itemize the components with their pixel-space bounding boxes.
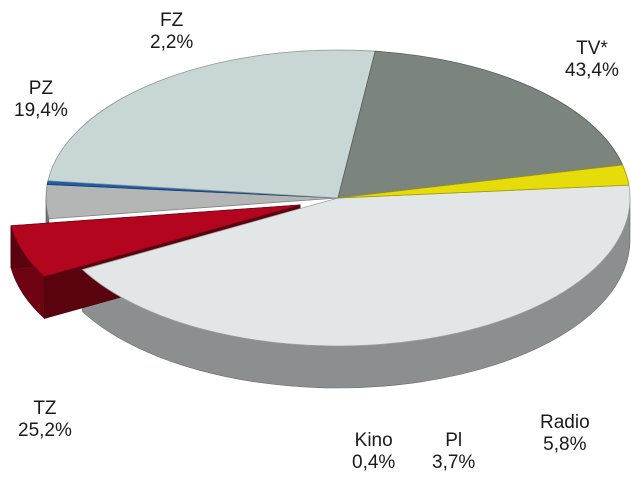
- label-radio-value: 5,8%: [543, 434, 587, 455]
- slice-top-fz: [337, 164, 630, 199]
- slice-top-pz: [337, 50, 624, 199]
- label-tz-value: 25,2%: [18, 420, 72, 441]
- label-kino-value: 0,4%: [352, 452, 396, 473]
- label-tz: TZ 25,2%: [18, 398, 72, 442]
- label-tv: TV* 43,4%: [565, 38, 619, 82]
- label-pl-name: Pl: [445, 430, 463, 451]
- label-pz-value: 19,4%: [14, 100, 68, 121]
- label-pl-value: 3,7%: [432, 452, 476, 473]
- label-pz-name: PZ: [28, 78, 54, 99]
- label-kino-name: Kino: [354, 430, 393, 451]
- label-fz-name: FZ: [160, 10, 184, 31]
- label-pl: Pl 3,7%: [432, 430, 475, 474]
- label-radio-name: Radio: [540, 412, 590, 433]
- slice-top-tv: [81, 184, 631, 347]
- label-fz-value: 2,2%: [150, 32, 194, 53]
- pie-top-faces: [10, 49, 631, 347]
- label-radio: Radio 5,8%: [540, 412, 590, 456]
- label-tz-name: TZ: [33, 398, 57, 419]
- label-pz: PZ 19,4%: [14, 78, 68, 122]
- label-tv-name: TV*: [576, 38, 608, 59]
- label-tv-value: 43,4%: [565, 60, 619, 81]
- slice-top-radio: [10, 204, 301, 277]
- label-kino: Kino 0,4%: [352, 430, 395, 474]
- label-fz: FZ 2,2%: [150, 10, 193, 54]
- slice-top-tz: [47, 49, 376, 199]
